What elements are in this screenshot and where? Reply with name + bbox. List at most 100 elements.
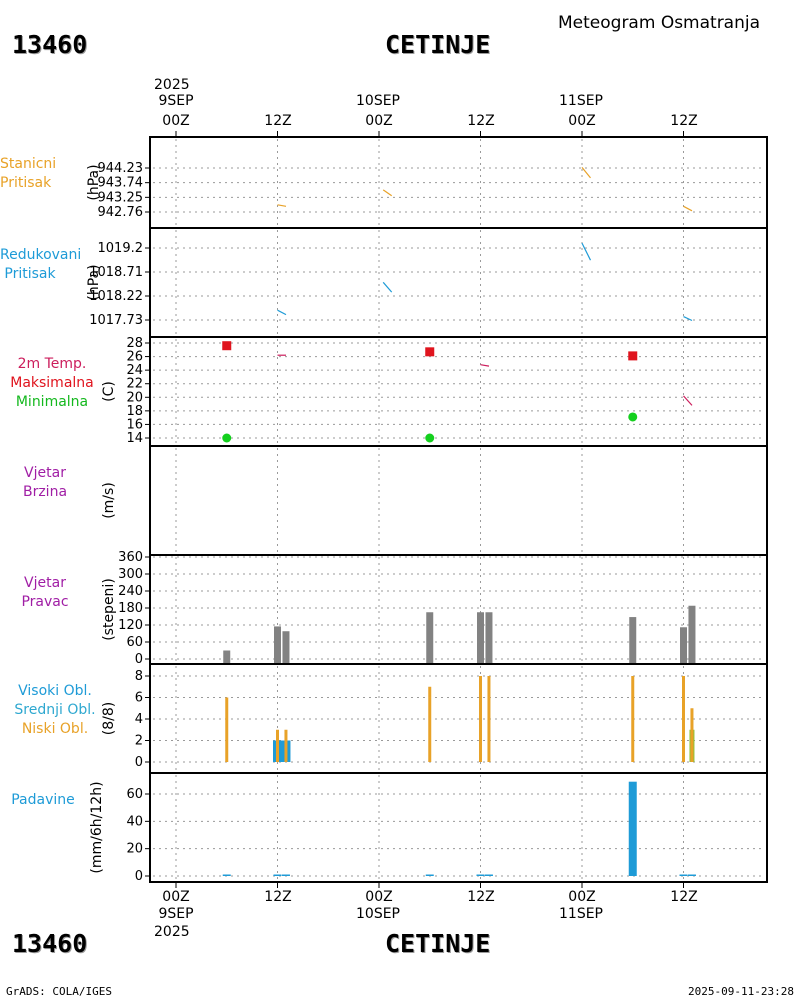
wind-direction-ytick-label: 360 [118, 550, 143, 565]
wind-dir-bar [688, 605, 696, 663]
precip-bar [679, 874, 688, 876]
reduced-pressure-ytick-label: 1018.71 [89, 265, 143, 280]
temperature-ytick-label: 24 [126, 363, 143, 378]
hour-label-top-4: 12Z [467, 113, 495, 129]
precip-bar [425, 874, 434, 876]
hour-label-bottom-3: 00Z [365, 889, 393, 905]
hour-label-bottom-1: 00Z [162, 889, 190, 905]
wind-dir-label: Vjetar Pravac [0, 574, 90, 612]
temp-min-marker [222, 433, 232, 443]
temperature-ytick-label: 20 [126, 390, 143, 405]
station-pressure-frame [149, 136, 768, 229]
station-pressure-ytick-label: 942.76 [98, 205, 144, 220]
wind-dir-label-line2: Pravac [21, 594, 69, 610]
cloud-cover-ytick-label: 6 [135, 691, 143, 706]
hour-label-top-1: 00Z [162, 113, 190, 129]
day-label-bottom-3: 11SEP [559, 906, 603, 922]
footer-timestamp: 2025-09-11-23:28 [688, 985, 794, 998]
temp-label-line1: 2m Temp. [17, 356, 87, 372]
station-name-bottom: CETINJE [385, 929, 491, 958]
cloud-low-bar [487, 676, 491, 762]
wind-dir-bar [223, 650, 231, 663]
precip-bar [628, 781, 637, 876]
temp-label-line3: Minimalna [15, 394, 89, 410]
day-label-bottom-2: 10SEP [356, 906, 400, 922]
wind-speed-label-line2: Brzina [22, 484, 68, 500]
cloud-low-bar [682, 676, 685, 762]
clouds-label: Visoki Obl. Srednji Obl. Niski Obl. [0, 682, 110, 739]
wind-dir-bar [680, 627, 687, 663]
temp-max-marker [628, 351, 638, 361]
cloud-cover-units: (8/8) [101, 702, 117, 735]
wind-dir-label-line1: Vjetar [24, 575, 66, 591]
day-label-top-3: 11SEP [559, 93, 603, 109]
station-pressure-ytick-label: 944.23 [98, 161, 144, 176]
hour-label-bottom-4: 12Z [467, 889, 495, 905]
precipitation-units: (mm/6h/12h) [89, 781, 105, 873]
cloud-cover-ytick-label: 8 [135, 669, 143, 684]
wind-speed-frame [149, 445, 768, 556]
wind-direction-ytick-label: 240 [118, 584, 143, 599]
wind-direction-ytick-label: 120 [118, 618, 143, 633]
wind-direction-units: (stepeni) [101, 578, 117, 641]
precip-bar [222, 874, 231, 876]
hour-label-top-6: 12Z [670, 113, 698, 129]
wind-direction-ytick-label: 300 [118, 567, 143, 582]
precip-bar [476, 874, 485, 876]
wind-speed-label-line1: Vjetar [24, 465, 66, 481]
temp-min-marker [425, 433, 435, 443]
year-label-bottom: 2025 [154, 924, 190, 940]
temperature-ytick-label: 16 [126, 417, 143, 432]
reduced-pressure-segment [581, 242, 592, 261]
reduced-label-line2: Pritisak [4, 266, 56, 282]
temp-label-line2: Maksimalna [10, 375, 94, 391]
clouds-label-line1: Visoki Obl. [18, 683, 92, 699]
cloud-low-bar [479, 676, 482, 762]
cloud-cover-ytick-label: 4 [135, 712, 143, 727]
wind-direction-ytick-label: 60 [126, 635, 143, 650]
station-pressure-units: (hPa) [86, 164, 102, 200]
temp-label: 2m Temp. Maksimalna Minimalna [0, 355, 104, 412]
reduced-pressure-ytick-label: 1017.73 [89, 313, 143, 328]
station-name-top: CETINJE [385, 30, 491, 59]
temperature-ytick-label: 26 [126, 350, 143, 365]
cloud-low-bar [428, 686, 432, 762]
wind-direction-ytick-label: 0 [135, 652, 143, 667]
clouds-label-line2: Srednji Obl. [14, 702, 96, 718]
station-pressure-ytick-label: 943.74 [98, 176, 144, 191]
precipitation-frame [149, 772, 768, 883]
precipitation-ytick-label: 20 [126, 842, 143, 857]
reduced-pressure-segment [683, 316, 693, 322]
temperature-units: (C) [101, 381, 117, 402]
cloud-low-bar [276, 729, 279, 762]
hour-label-bottom-5: 00Z [568, 889, 596, 905]
hour-label-top-5: 00Z [568, 113, 596, 129]
precip-bar [281, 874, 290, 876]
pressure-label-line2: Pritisak [0, 175, 52, 191]
cloud-cover-frame [149, 663, 768, 774]
precip-bar [273, 874, 282, 876]
wind-speed-units: (m/s) [101, 482, 117, 519]
wind-dir-bar [629, 617, 637, 663]
temp-max-marker [222, 341, 232, 351]
hour-label-bottom-6: 12Z [670, 889, 698, 905]
station-pressure-segment [581, 167, 591, 179]
cloud-low-bar [690, 708, 694, 762]
precip-label: Padavine [0, 791, 86, 810]
hour-label-top-2: 12Z [264, 113, 292, 129]
reduced-pressure-segment [382, 281, 393, 293]
precip-bar [484, 874, 493, 876]
hour-label-top-3: 00Z [365, 113, 393, 129]
station-pressure-segment [277, 204, 287, 207]
reduced-pressure-segment [277, 309, 287, 316]
temperature-ytick-label: 14 [126, 431, 143, 446]
day-label-top-1: 9SEP [158, 93, 194, 109]
cloud-cover-ytick-label: 2 [135, 734, 143, 749]
wind-dir-bar [282, 631, 290, 663]
temperature-segment [683, 395, 693, 406]
station-pressure-segment [683, 205, 693, 212]
clouds-label-line3: Niski Obl. [21, 721, 89, 737]
wind-dir-bar [477, 612, 484, 663]
station-id-top: 13460 [12, 30, 88, 59]
cloud-cover-ytick-label: 0 [135, 755, 143, 770]
